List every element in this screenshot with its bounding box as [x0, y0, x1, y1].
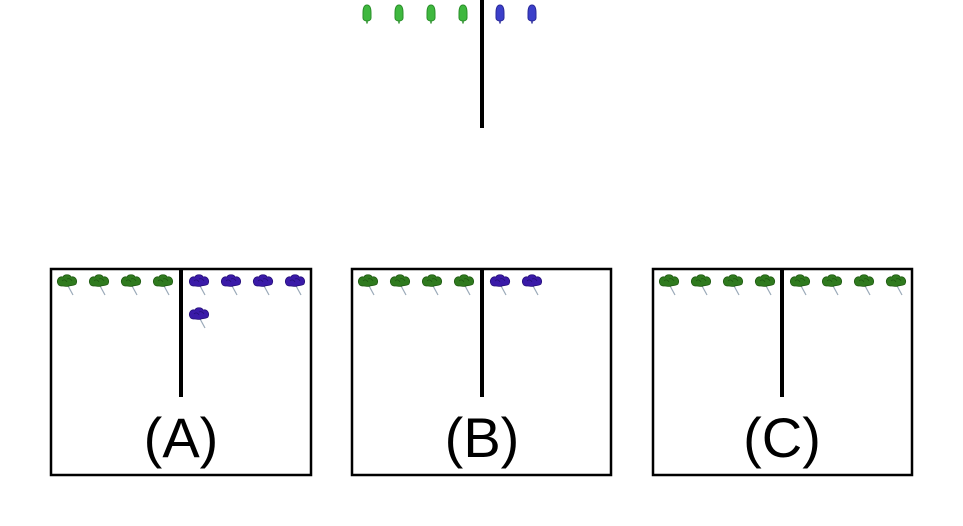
option-b[interactable]: (B): [350, 267, 613, 477]
blue-bulb-icon: [527, 4, 537, 24]
blue-bulb-icon: [495, 4, 505, 24]
question-right-items: [495, 4, 537, 24]
green-bulb-icon: [362, 4, 372, 24]
option-a[interactable]: (A): [49, 267, 313, 477]
option-c[interactable]: (C): [651, 267, 914, 477]
option-c-label: (C): [743, 406, 821, 469]
option-a-label: (A): [144, 406, 219, 469]
green-bulb-icon: [426, 4, 436, 24]
green-bulb-icon: [394, 4, 404, 24]
question-group: [362, 0, 537, 128]
question-left-items: [362, 4, 468, 24]
green-bulb-icon: [458, 4, 468, 24]
option-b-label: (B): [445, 406, 520, 469]
